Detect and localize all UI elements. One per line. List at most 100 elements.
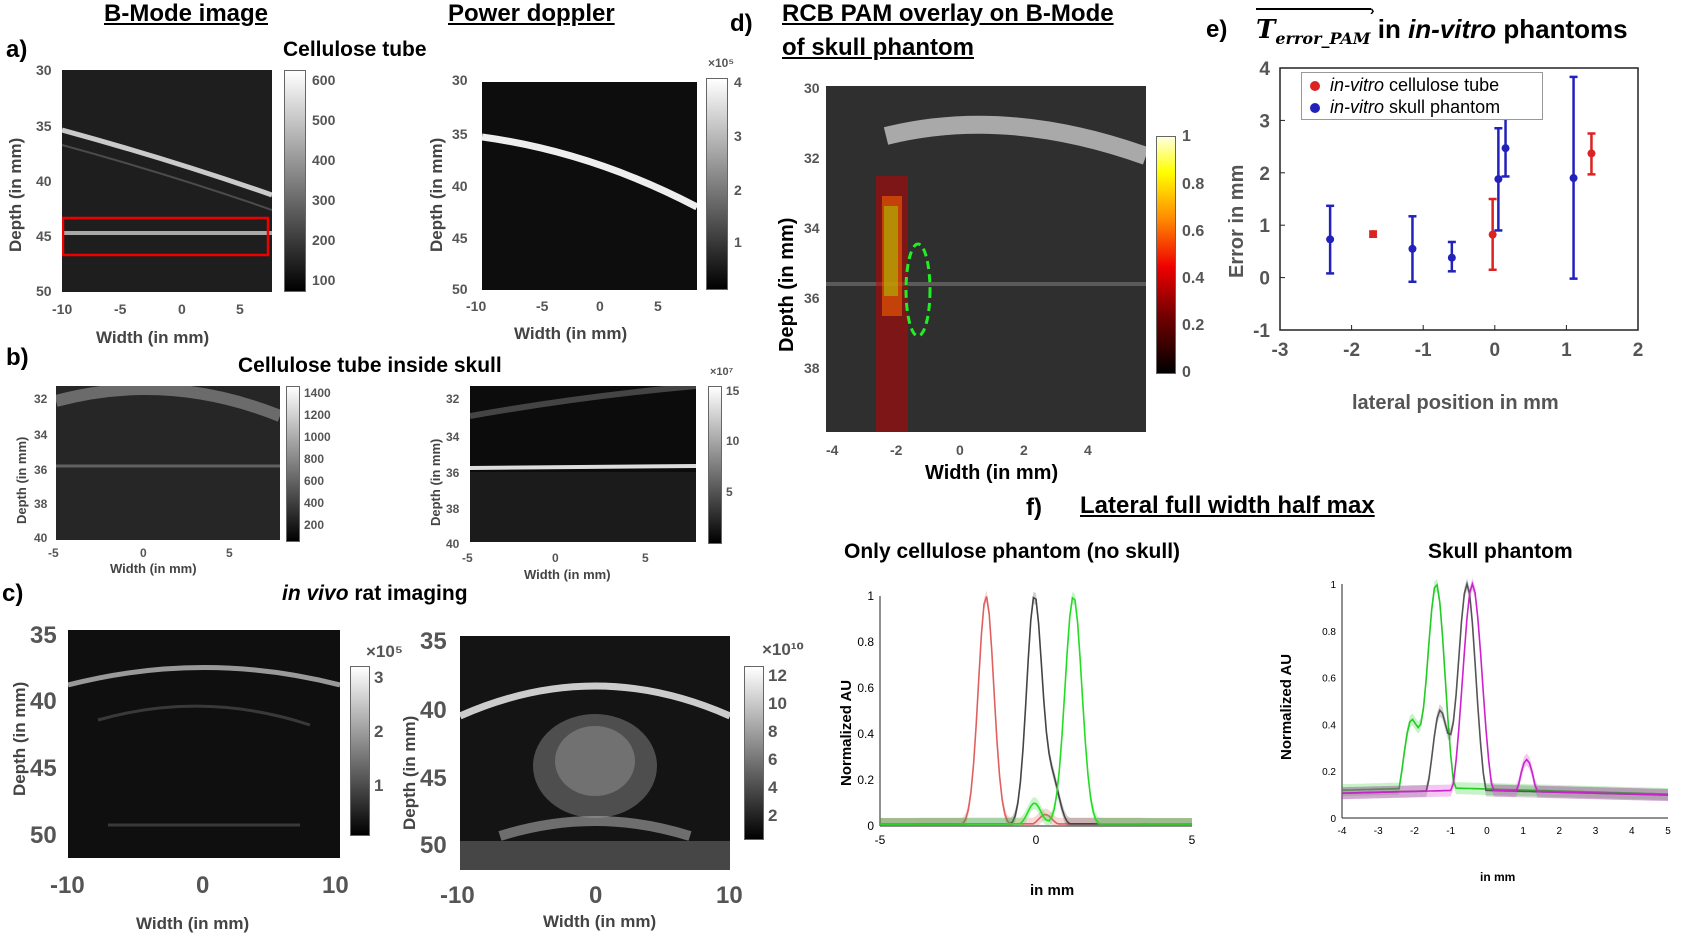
x-label-d: Width (in mm) xyxy=(925,462,1059,484)
legend-item-skull: in-vitro skull phantom xyxy=(1310,97,1500,118)
y-tick: 30 xyxy=(452,72,468,88)
series-line xyxy=(880,596,1192,825)
series-band xyxy=(880,591,1192,826)
y-tick-label: -1 xyxy=(1253,321,1270,342)
x-tick: 0 xyxy=(552,551,559,565)
power-doppler-title: Power doppler xyxy=(448,0,615,27)
cbar-tick: 0.2 xyxy=(1182,317,1205,334)
colorbar-a-pd xyxy=(706,78,728,290)
x-label-b-left: Width (in mm) xyxy=(110,561,197,576)
x-tick: 0 xyxy=(196,872,210,899)
fwhm-chart-cellulose: 00.20.40.60.81-5 0 5 xyxy=(857,589,1195,847)
y-tick-label: 0 xyxy=(1259,269,1270,290)
y-tick: 40 xyxy=(452,178,468,194)
x-tick: -2 xyxy=(890,442,903,458)
cbar-tick: 0.4 xyxy=(1182,270,1205,287)
y-tick-label: 0.6 xyxy=(1322,674,1336,685)
cbar-tick: 1 xyxy=(1182,128,1191,145)
cbar-tick: 1000 xyxy=(304,430,331,444)
x-tick: -5 xyxy=(114,301,127,317)
y-tick: 40 xyxy=(36,173,52,189)
y-label-b-right: Depth (in mm) xyxy=(428,438,443,526)
cbar-tick: 4 xyxy=(734,74,742,90)
cbar-tick: 400 xyxy=(304,496,325,510)
panel-f-title: Lateral full width half max xyxy=(1080,492,1375,519)
power-doppler-image-a xyxy=(482,82,697,290)
panel-d-title-1: RCB PAM overlay on B-Mode xyxy=(782,0,1114,27)
cbar-tick: 10 xyxy=(768,694,787,713)
y-label-d: Depth (in mm) xyxy=(776,217,798,352)
x-tick: 0 xyxy=(956,442,964,458)
x-tick: 10 xyxy=(322,872,349,899)
cbar-tick: 5 xyxy=(726,485,733,499)
y-tick: 50 xyxy=(30,822,57,849)
x-tick-label: -5 xyxy=(875,833,886,847)
cbar-tick: 500 xyxy=(312,112,336,128)
y-tick-label: 0 xyxy=(1330,814,1336,825)
x-tick-label: 0 xyxy=(1484,826,1490,837)
x-tick-label: 5 xyxy=(1665,826,1671,837)
y-tick: 30 xyxy=(804,80,820,96)
x-tick: 10 xyxy=(716,882,743,909)
y-tick: 50 xyxy=(420,832,447,859)
cbar-tick: 100 xyxy=(312,272,336,288)
panel-label-a: a) xyxy=(6,36,28,63)
y-tick: 32 xyxy=(34,392,48,406)
x-tick: 2 xyxy=(1020,442,1028,458)
y-tick-label: 0.2 xyxy=(857,773,874,787)
panel-label-f: f) xyxy=(1026,494,1042,521)
fwhm-chart-skull: 0 0.2 0.4 0.6 0.8 1 -4 -3 -2 -1 0 1 2 3 4 5 xyxy=(1322,578,1671,837)
colorbar-a-bmode xyxy=(284,70,306,292)
cbar-tick: 0.6 xyxy=(1182,223,1205,240)
series-band xyxy=(1342,578,1668,801)
x-tick: 5 xyxy=(226,546,233,560)
y-tick: 45 xyxy=(452,230,468,246)
bmode-image-a xyxy=(62,70,272,292)
y-tick: 40 xyxy=(34,531,48,545)
y-tick-label: 1 xyxy=(1259,216,1270,237)
x-tick: 5 xyxy=(236,301,244,317)
panel-b-title: Cellulose tube inside skull xyxy=(238,354,502,377)
legend-item-cellulose: in-vitro cellulose tube xyxy=(1310,75,1499,96)
data-point xyxy=(1569,174,1578,183)
cbar-exponent: ×10¹⁰ xyxy=(762,640,804,659)
bmode-image-b xyxy=(56,386,280,540)
x-tick-label: 2 xyxy=(1633,340,1644,361)
y-tick-label: 2 xyxy=(1259,164,1270,185)
y-label-f-left: Normalized AU xyxy=(838,679,855,786)
cbar-tick: 1400 xyxy=(304,386,331,400)
series-band xyxy=(1342,578,1668,801)
y-tick-label: 3 xyxy=(1259,111,1270,132)
cbar-exponent: ×10⁵ xyxy=(366,642,403,661)
y-tick: 36 xyxy=(446,466,460,480)
colorbar-c-right xyxy=(744,666,764,840)
x-tick-label: 0 xyxy=(1490,340,1501,361)
x-tick: -5 xyxy=(536,298,549,314)
x-label-b-right: Width (in mm) xyxy=(524,567,611,582)
y-tick: 40 xyxy=(30,688,57,715)
y-label-f-right: Normalized AU xyxy=(1278,653,1295,760)
data-point xyxy=(1447,253,1456,262)
legend-marker-blue xyxy=(1310,103,1320,113)
y-tick: 34 xyxy=(804,220,820,236)
x-tick-label: 1 xyxy=(1561,340,1572,361)
x-tick-label: 2 xyxy=(1557,826,1563,837)
series-band xyxy=(880,591,1192,826)
cbar-tick: 3 xyxy=(374,668,384,687)
y-tick-label: 1 xyxy=(1330,580,1336,591)
y-tick: 34 xyxy=(446,430,460,444)
y-tick: 34 xyxy=(34,428,48,442)
y-tick: 45 xyxy=(30,755,57,782)
y-label-c-left: Depth (in mm) xyxy=(10,681,29,796)
x-label-f-left: in mm xyxy=(1030,882,1075,899)
cbar-tick: 2 xyxy=(734,182,742,198)
cbar-tick: 1200 xyxy=(304,408,331,422)
y-tick: 40 xyxy=(420,697,447,724)
cbar-tick: 400 xyxy=(312,152,336,168)
x-tick: 0 xyxy=(140,546,147,560)
data-point xyxy=(1501,144,1510,153)
series-line xyxy=(1341,583,1669,795)
x-tick: 5 xyxy=(654,298,662,314)
y-tick: 36 xyxy=(34,463,48,477)
y-tick-label: 1 xyxy=(867,589,874,603)
